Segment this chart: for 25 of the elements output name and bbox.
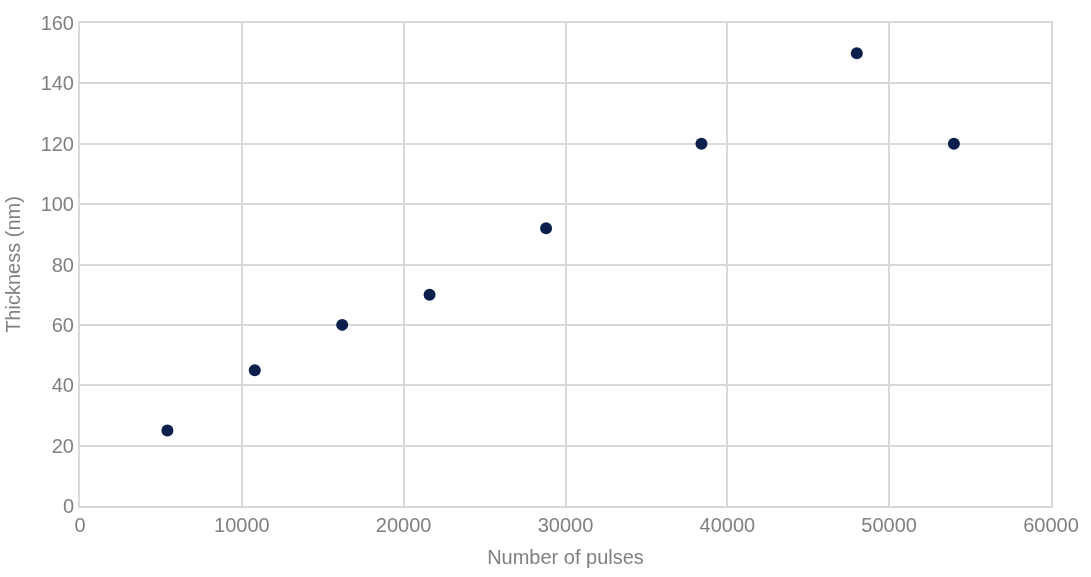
y-tick-label: 120: [40, 132, 74, 155]
x-tick-label: 40000: [699, 514, 756, 536]
x-tick-label: 20000: [375, 514, 432, 536]
point: [947, 137, 960, 150]
point: [248, 364, 261, 377]
point: [850, 47, 863, 60]
point: [336, 318, 349, 331]
y-tick-label: 80: [51, 253, 74, 276]
y-tick-label: 40: [51, 374, 74, 397]
y-axis-title: Thickness (nm): [1, 196, 24, 333]
point: [695, 137, 708, 150]
x-tick-label: 50000: [861, 514, 917, 536]
x-axis-title: Number of pulses: [487, 546, 644, 568]
y-tick-label: 100: [40, 193, 74, 216]
point: [161, 424, 174, 437]
y-tick-label: 0: [62, 495, 74, 517]
x-tick-label: 60000: [1023, 514, 1079, 536]
point: [540, 222, 553, 235]
x-tick-label: 30000: [537, 514, 594, 536]
y-tick-label: 160: [40, 12, 74, 34]
y-tick-label: 20: [51, 434, 74, 457]
y-tick-label: 140: [40, 72, 74, 95]
y-tick-label: 60: [51, 313, 74, 336]
x-tick-label: 10000: [214, 514, 270, 536]
point: [423, 288, 436, 301]
